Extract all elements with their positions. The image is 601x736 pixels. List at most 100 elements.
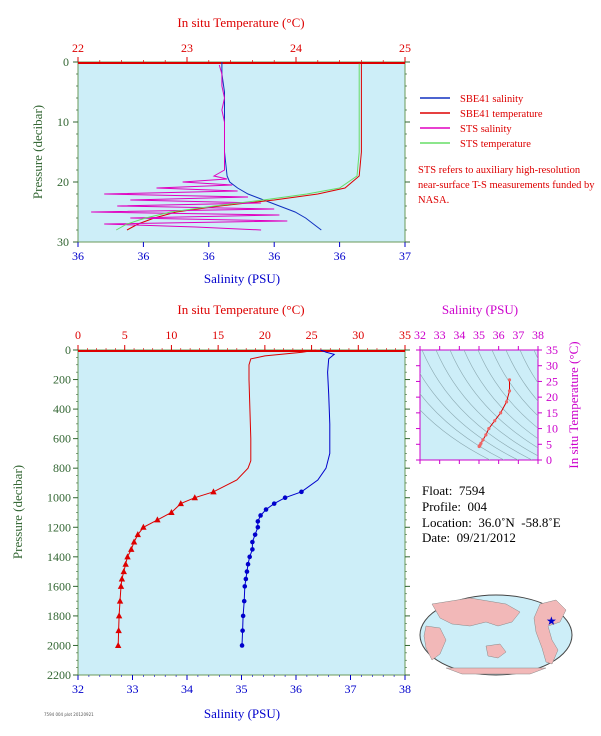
bottom-plot-area (77, 349, 406, 676)
top-panel-ticks: 22 23 24 25 36 36 36 36 36 37 0 10 20 30 (57, 41, 411, 263)
bottom-pressure-tick-label: 800 (53, 461, 71, 475)
bottom-pressure-tick-label: 200 (53, 373, 71, 387)
isopycnal-curve (420, 409, 491, 460)
full-profile-panel: In situ Temperature (°C) Salinity (PSU) … (10, 302, 411, 721)
temperature-point (140, 523, 147, 530)
map-land-africa (423, 625, 447, 661)
top-temp-tick-label: 23 (181, 41, 193, 55)
bottom-pressure-tick-label: 1600 (47, 579, 71, 593)
salinity-point (252, 532, 258, 537)
temperature-point (117, 582, 125, 589)
temperature-point (122, 560, 129, 567)
ts-isopycnal-lines (420, 350, 538, 460)
ts-point (507, 389, 512, 393)
salinity-point (240, 613, 246, 619)
isopycnal-curve (491, 350, 538, 417)
top-salinity-axis-title: Salinity (PSU) (204, 271, 280, 286)
world-map: ★ (419, 594, 573, 676)
temperature-point (118, 575, 126, 582)
temperature-point (210, 488, 217, 495)
temperature-point (115, 612, 123, 619)
top-sal-tick-label: 36 (268, 249, 280, 263)
map-land-americas (533, 599, 567, 665)
temperature-point (114, 641, 122, 648)
ts-sal-tick-label: 32 (414, 328, 426, 342)
isopycnal-curve (463, 350, 538, 440)
map-land-australia (485, 643, 507, 659)
bottom-temp-tick-label: 30 (352, 328, 364, 342)
top-temp-tick-label: 25 (399, 41, 411, 55)
profile-number: Profile: 004 (422, 499, 487, 514)
top-series-sts-temperature (115, 63, 360, 231)
sts-note: STS refers to auxiliary high-resolution … (418, 165, 595, 206)
top-sal-tick-label: 36 (203, 249, 215, 263)
bottom-sal-tick-label: 32 (72, 682, 84, 696)
ts-temp-tick-label: 10 (546, 422, 558, 436)
temperature-point (177, 500, 184, 507)
bottom-temp-tick-label: 0 (75, 328, 81, 342)
temperature-point (130, 538, 138, 545)
top-temp-tick-label: 24 (290, 41, 302, 55)
salinity-point (263, 507, 269, 512)
salinity-point (250, 539, 255, 545)
ts-point (484, 433, 488, 437)
bottom-temp-tick-label: 35 (399, 328, 411, 342)
isopycnal-curve (449, 350, 538, 449)
bottom-temp-tick-label: 20 (259, 328, 271, 342)
isopycnal-curve (421, 350, 533, 460)
salinity-point (240, 628, 245, 633)
bottom-temperature-axis-title: In situ Temperature (°C) (177, 302, 304, 317)
ts-sal-tick-label: 37 (512, 328, 524, 342)
bottom-pressure-tick-label: 1400 (47, 550, 71, 564)
map-land-eurasia (431, 597, 521, 627)
bottom-pressure-tick-label: 1200 (47, 520, 71, 534)
bottom-sal-tick-label: 33 (127, 682, 139, 696)
salinity-point (244, 569, 250, 574)
legend-label: SBE41 temperature (460, 109, 543, 120)
bottom-pressure-tick-label: 400 (53, 402, 71, 416)
ts-temp-tick-label: 30 (546, 359, 558, 373)
temperature-point (128, 545, 135, 552)
top-pressure-tick-label: 20 (57, 175, 69, 189)
temperature-point (191, 494, 198, 501)
bottom-salinity-axis-title: Salinity (PSU) (204, 706, 280, 721)
location: Location: 36.0˚N -58.8˚E (422, 515, 561, 530)
ts-sal-tick-label: 36 (493, 328, 505, 342)
top-temp-tick-label: 22 (72, 41, 84, 55)
isopycnal-curve (505, 350, 538, 402)
bottom-temp-tick-label: 10 (165, 328, 177, 342)
temperature-point (120, 568, 127, 575)
date: Date: 09/21/2012 (422, 530, 516, 545)
top-series-sbe41-salinity (221, 62, 322, 231)
bottom-pressure-tick-label: 0 (65, 343, 71, 357)
ts-point (507, 378, 512, 382)
salinity-point (247, 554, 252, 560)
top-plot-area (77, 61, 406, 243)
bottom-pressure-tick-label: 1800 (47, 609, 71, 623)
legend: SBE41 salinity SBE41 temperature STS salin… (420, 94, 543, 150)
temperature-point (124, 553, 131, 560)
salinity-point (243, 576, 249, 582)
ts-temp-tick-label: 35 (546, 343, 558, 357)
bottom-sal-tick-label: 34 (181, 682, 193, 696)
bottom-sal-tick-label: 37 (345, 682, 357, 696)
top-pressure-tick-label: 0 (63, 55, 69, 69)
ts-point (487, 426, 491, 431)
bottom-sal-tick-label: 36 (290, 682, 302, 696)
isopycnal-curve (435, 350, 538, 457)
map-land-antarctica (445, 667, 547, 675)
ts-point (493, 419, 497, 423)
bottom-pressure-tick-label: 2200 (47, 668, 71, 682)
ts-temp-tick-label: 25 (546, 374, 558, 388)
isopycnal-curve (477, 350, 538, 429)
ts-diagram-panel: Salinity (PSU) In situ Temperature (°C) … (414, 302, 581, 469)
salinity-point (241, 598, 247, 604)
bottom-sal-tick-label: 38 (399, 682, 411, 696)
salinity-point (271, 501, 277, 506)
ts-panel-series (477, 378, 512, 449)
isopycnal-curve (420, 372, 519, 460)
ts-temp-tick-label: 5 (546, 437, 552, 451)
bottom-pressure-tick-label: 1000 (47, 491, 71, 505)
bottom-pressure-tick-label: 2000 (47, 638, 71, 652)
